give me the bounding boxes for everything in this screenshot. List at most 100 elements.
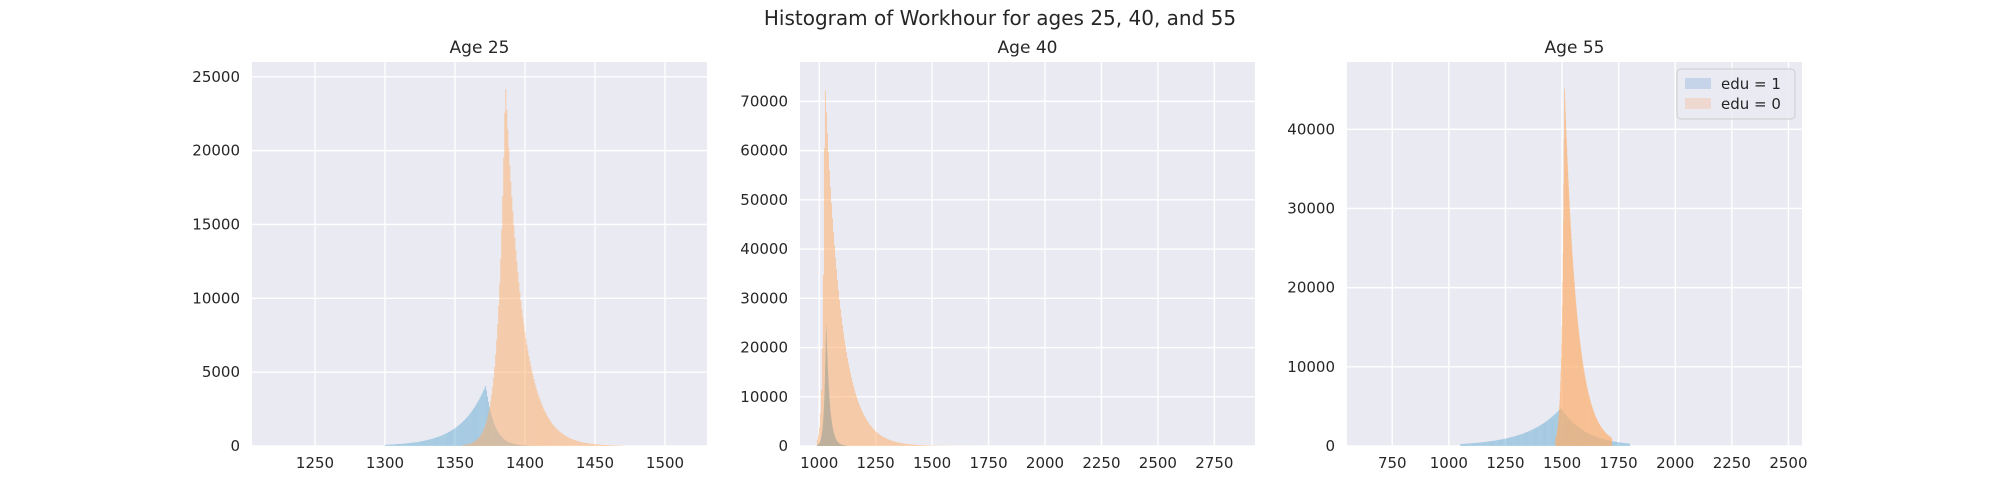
histogram-bar [1570,220,1571,446]
histogram-bar [422,440,424,446]
histogram-bar [843,339,845,446]
histogram-bar [1581,357,1583,446]
histogram-bar [572,439,574,446]
histogram-bar [485,424,487,446]
histogram-bar [887,439,889,446]
x-tick-label: 1300 [366,454,404,472]
histogram-bar [1572,255,1573,446]
histogram-bar [604,445,606,446]
histogram-bar [1547,420,1549,446]
histogram-bar [899,442,901,446]
y-tick-label: 25000 [192,68,240,86]
histogram-bar [488,412,490,446]
histogram-bar [429,439,431,446]
legend-entry: edu = 0 [1721,95,1781,113]
histogram-bar [528,356,530,446]
histogram-bar [1561,325,1563,446]
x-tick-label: 1250 [296,454,334,472]
histogram-bar [844,346,846,446]
histogram-bar [495,354,497,446]
legend-entry: edu = 1 [1721,75,1781,93]
histogram-bar [1611,437,1612,446]
histogram-bar [918,445,920,446]
histogram-bar [1569,200,1570,446]
histogram-bar [395,444,397,446]
histogram-bar [827,152,829,447]
histogram-bar [1496,440,1498,446]
histogram-bar [547,417,549,446]
histogram-bar [911,444,913,446]
histogram-bar [462,421,463,446]
histogram-bar [853,385,855,446]
histogram-bar [922,445,924,446]
x-tick-label: 2250 [1082,454,1120,472]
histogram-bar [838,299,840,446]
histogram-bar [559,431,561,446]
histogram-bar [1577,321,1579,446]
histogram-bar [1575,298,1577,446]
histogram-bar [601,444,603,446]
histogram-bar [1531,429,1533,446]
histogram-bar [1532,429,1534,446]
histogram-bar [1559,405,1560,446]
histogram-bar [587,443,589,446]
histogram-bar [574,440,576,446]
histogram-bar [1507,437,1509,446]
histogram-bar [1462,443,1464,446]
histogram-bar [1610,437,1612,446]
histogram-bar [888,439,890,446]
histogram-bar [427,439,429,446]
histogram-bar [435,437,437,446]
histogram-bar [478,400,480,446]
histogram-bar [537,393,539,446]
histogram-bar [1497,440,1499,446]
histogram-bar [1593,412,1595,446]
histogram-bar [607,445,609,446]
histogram-bar [846,357,848,446]
histogram-bar [582,442,584,446]
y-tick-label: 20000 [1287,279,1335,297]
histogram-bar [1498,439,1500,446]
histogram-bar [461,422,462,446]
histogram-bar [500,258,502,446]
histogram-bar [603,444,605,446]
histogram-bar [1566,155,1568,446]
histogram-bar [1540,424,1542,446]
histogram-bar [1603,430,1605,446]
y-tick-label: 30000 [1287,199,1335,217]
histogram-bar [1512,436,1514,446]
histogram-bar [1575,294,1576,446]
histogram-bar [392,444,394,446]
x-tick-label: 1500 [913,454,951,472]
histogram-bar [1570,226,1572,446]
histogram-bar [503,157,505,447]
histogram-bar [487,417,489,446]
histogram-bar [1610,436,1611,446]
histogram-bar [540,402,542,446]
histogram-bar [1598,422,1599,446]
histogram-bar [579,441,581,446]
histogram-bar [864,416,866,446]
histogram-bar [869,424,871,446]
histogram-bar [894,441,896,446]
histogram-bar [1489,441,1491,446]
histogram-bar [602,444,604,446]
histogram-bar [903,443,905,446]
histogram-bar [830,203,832,446]
histogram-bar [839,308,841,446]
histogram-bar [588,443,590,446]
histogram-bar [855,392,857,446]
legend-swatch [1685,78,1711,89]
panel-title: Age 40 [998,38,1058,58]
histogram-bar [1619,442,1621,446]
histogram-bar [1525,432,1528,446]
histogram-bar [1621,442,1623,446]
histogram-bar [486,420,488,446]
histogram-bar [1596,419,1598,446]
y-tick-label: 0 [778,437,788,455]
histogram-bar [443,434,445,446]
histogram-bar [464,419,466,446]
histogram-bar [1549,418,1551,446]
x-tick-label: 1350 [436,454,474,472]
